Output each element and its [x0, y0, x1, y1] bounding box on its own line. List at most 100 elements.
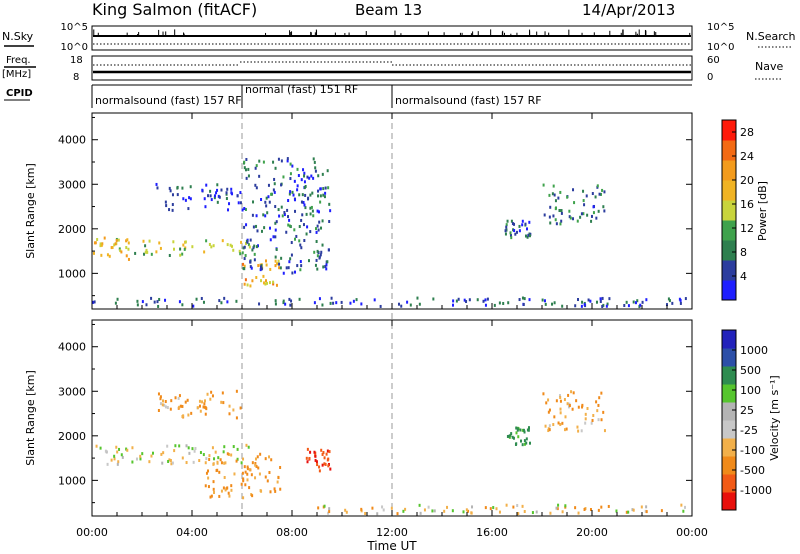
echo-cell [322, 187, 325, 191]
echo-cell [106, 462, 109, 466]
echo-cell [286, 157, 289, 161]
echo-cell [667, 297, 670, 301]
echo-cell [238, 249, 241, 253]
echo-cell [521, 428, 524, 432]
echo-cell [328, 509, 331, 513]
echo-cell [232, 408, 235, 412]
echo-cell [274, 299, 277, 303]
echo-cell [168, 253, 171, 257]
echo-cell [208, 454, 211, 458]
echo-cell [566, 402, 569, 406]
echo-cell [280, 159, 283, 163]
echo-cell [596, 184, 599, 188]
echo-cell [599, 299, 602, 303]
echo-cell [192, 460, 195, 464]
echo-cell [525, 437, 528, 441]
echo-cell [511, 435, 514, 439]
echo-cell [328, 202, 331, 206]
echo-cell [573, 201, 576, 205]
echo-cell [145, 303, 148, 307]
echo-cell [228, 494, 231, 498]
echo-cell [511, 222, 514, 226]
echo-cell [289, 177, 292, 181]
echo-cell [251, 461, 254, 465]
echo-cell [203, 250, 206, 254]
echo-cell [579, 215, 582, 219]
echo-cell [323, 195, 326, 199]
echo-cell [150, 252, 153, 256]
x-tick-label: 16:00 [476, 526, 508, 539]
echo-cell [668, 299, 671, 303]
echo-cell [289, 257, 292, 261]
colorbar-swatch [722, 348, 736, 367]
echo-cell [242, 457, 245, 461]
echo-cell [308, 176, 311, 180]
colorbar-tick-label: 4 [740, 270, 747, 283]
echo-cell [561, 421, 564, 425]
echo-cell [127, 257, 130, 261]
echo-cell [326, 449, 329, 453]
echo-cell [553, 415, 556, 419]
echo-cell [316, 249, 319, 253]
echo-cell [320, 448, 323, 452]
freq-tick-top: 18 [70, 55, 83, 66]
echo-cell [203, 399, 206, 403]
echo-cell [265, 263, 268, 267]
echo-cell [115, 445, 118, 449]
echo-cell [228, 412, 231, 416]
echo-cell [272, 280, 275, 284]
echo-cell [188, 451, 191, 455]
echo-cell [257, 244, 260, 248]
colorbar-swatch [722, 120, 736, 141]
echo-cell [322, 193, 325, 197]
echo-cell [176, 193, 179, 197]
echo-cell [314, 454, 317, 458]
echo-cell [314, 263, 317, 267]
colorbar-tick-label: 16 [740, 198, 754, 211]
echo-cell [547, 429, 550, 433]
colorbar-tick-label: 100 [740, 384, 761, 397]
colorbar-swatch [722, 384, 736, 403]
echo-cell [287, 199, 290, 203]
echo-cell [156, 300, 159, 304]
echo-cell [586, 407, 589, 411]
echo-cell [220, 301, 223, 305]
echo-cell [522, 303, 525, 307]
echo-cell [272, 160, 275, 164]
echo-cell [280, 183, 283, 187]
echo-cell [556, 507, 559, 511]
echo-cell [419, 511, 422, 515]
echo-cell [283, 211, 286, 215]
echo-cell [505, 503, 508, 507]
echo-cell [101, 242, 104, 246]
echo-cell [243, 282, 246, 286]
echo-cell [498, 301, 501, 305]
echo-cell [275, 247, 278, 251]
echo-cell [557, 196, 560, 200]
echo-cell [279, 266, 282, 270]
echo-cell [577, 511, 580, 515]
echo-cell [210, 245, 213, 249]
echo-cell [269, 267, 272, 271]
colorbar-swatch [722, 220, 736, 241]
y-tick-label: 2000 [58, 223, 86, 236]
echo-cell [581, 300, 584, 304]
echo-cell [117, 460, 120, 464]
echo-cell [286, 159, 289, 163]
echo-cell [300, 218, 303, 222]
echo-cell [268, 200, 271, 204]
echo-cell [110, 458, 113, 462]
echo-cell [600, 505, 603, 509]
echo-cell [576, 425, 579, 429]
echo-cell [306, 197, 309, 201]
date-title: 14/Apr/2013 [582, 1, 675, 19]
echo-cell [563, 428, 566, 432]
echo-cell [615, 509, 618, 513]
echo-cell [291, 271, 294, 275]
echo-cell [113, 454, 116, 458]
echo-cell [243, 257, 246, 261]
echo-cell [213, 194, 216, 198]
echo-cell [600, 391, 603, 395]
echo-cell [247, 174, 250, 178]
echo-cell [164, 200, 167, 204]
